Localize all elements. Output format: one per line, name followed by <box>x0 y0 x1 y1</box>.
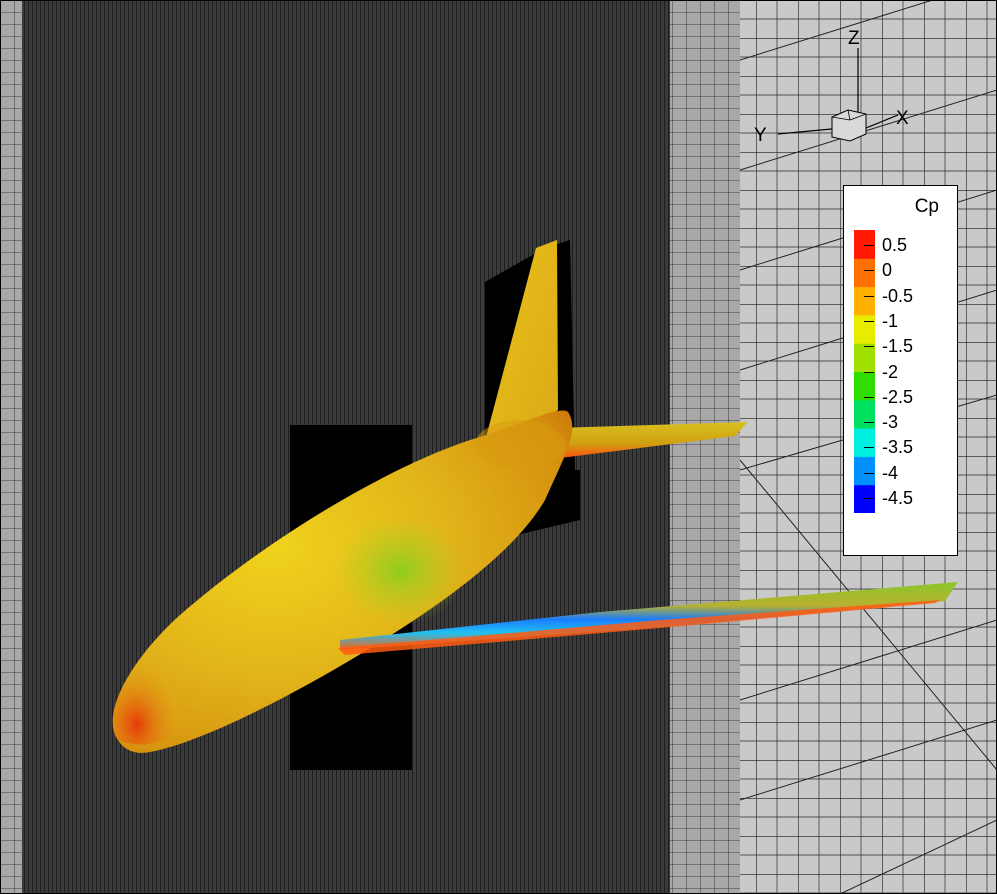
colorbar-band <box>854 428 875 457</box>
legend-tick-label: -4.5 <box>882 487 914 508</box>
colorbar-band <box>854 371 875 401</box>
z-axis-label: Z <box>848 28 860 49</box>
axis-triad: Z Y X <box>754 28 909 146</box>
colorbar-band <box>854 258 875 288</box>
legend-colorbar <box>854 230 875 513</box>
wing-root-suction-zone <box>335 515 465 625</box>
colorbar-band <box>854 314 875 344</box>
legend-tick-label: -1.5 <box>882 336 914 357</box>
vertical-stabilizer <box>484 240 558 445</box>
legend-tick-label: -0.5 <box>882 285 914 306</box>
legend-tick-label: -3.5 <box>882 437 914 458</box>
legend-tick <box>864 497 874 499</box>
colorbar-band <box>854 399 875 429</box>
nose-stagnation <box>112 612 209 745</box>
legend-tick <box>864 472 874 474</box>
legend-tick-label: -3 <box>882 412 899 433</box>
colorbar-band <box>854 230 875 259</box>
colorbar-band <box>854 484 875 513</box>
cp-legend: Cp 0.5 0 -0.5 -1 -1.5 -2 -2.5 -3 -3.5 -4 -4.5 <box>843 185 958 556</box>
colorbar-band <box>854 456 875 486</box>
legend-tick <box>864 447 874 449</box>
legend-tick <box>864 346 874 348</box>
x-axis-label: X <box>896 108 909 129</box>
legend-title: Cp <box>914 196 939 217</box>
legend-tick-label: -2 <box>882 361 899 382</box>
main-wing <box>340 582 958 650</box>
legend-tick <box>864 371 874 373</box>
legend-tick-label: -2.5 <box>882 386 914 407</box>
legend-tick-label: -4 <box>882 462 899 483</box>
legend-tick <box>864 245 874 247</box>
colorbar-band <box>854 286 875 316</box>
colorbar-band <box>854 343 875 372</box>
transition-mesh-region <box>660 0 740 894</box>
tail-cone-shading <box>475 420 565 470</box>
y-axis-label: Y <box>754 125 767 146</box>
legend-tick-label: -1 <box>882 310 899 331</box>
legend-tick <box>864 270 874 272</box>
wing-leading-edge <box>338 600 940 655</box>
legend-tick <box>864 422 874 424</box>
legend-tick-label: 0 <box>882 260 893 281</box>
legend-tick-label: 0.5 <box>882 235 908 256</box>
legend-tick <box>864 396 874 398</box>
legend-tick <box>864 295 874 297</box>
horizontal-stabilizer <box>555 422 748 458</box>
legend-tick <box>864 320 874 322</box>
left-mesh-edge <box>0 0 22 894</box>
